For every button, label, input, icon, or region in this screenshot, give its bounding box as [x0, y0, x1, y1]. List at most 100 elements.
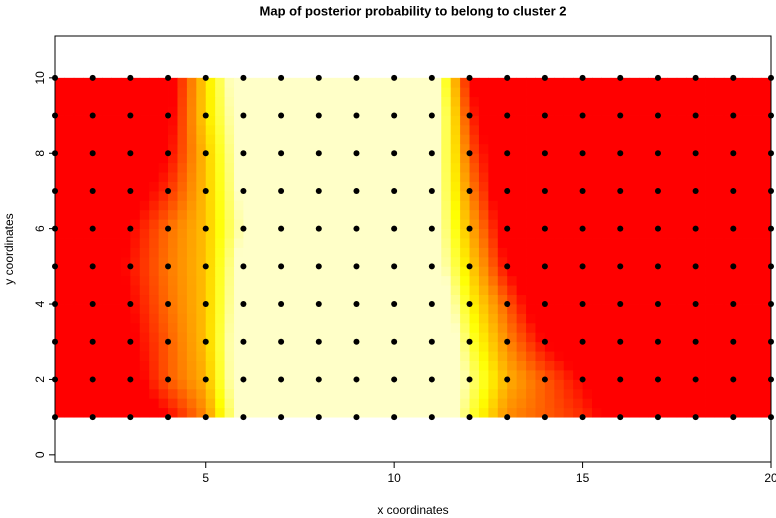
heat-cell: [573, 77, 583, 88]
heat-cell: [705, 181, 715, 192]
heat-cell: [648, 398, 659, 409]
heat-cell: [761, 332, 772, 343]
grid-point: [730, 376, 737, 383]
heat-cell: [441, 370, 452, 380]
heat-cell: [73, 247, 84, 258]
heat-cell: [422, 96, 433, 107]
grid-point: [541, 150, 548, 157]
heat-cell: [686, 379, 697, 390]
heat-cell: [243, 181, 254, 192]
heat-cell: [705, 77, 715, 88]
heat-cell: [686, 96, 697, 107]
heat-cell: [601, 190, 612, 201]
heat-cell: [648, 115, 659, 126]
heat-cell: [648, 172, 659, 182]
heat-cell: [55, 322, 65, 333]
heat-cell: [234, 228, 244, 239]
heat-cell: [168, 143, 178, 154]
heat-cell: [290, 153, 301, 164]
heat-cell: [610, 153, 621, 164]
heat-cell: [375, 162, 386, 173]
heat-cell: [130, 153, 141, 164]
heat-cell: [309, 209, 320, 220]
heat-cell: [441, 181, 452, 192]
heat-cell: [55, 398, 65, 409]
heat-cell: [64, 190, 75, 201]
heat-cell: [73, 304, 84, 314]
heat-cell: [695, 313, 706, 324]
heat-cell: [629, 124, 640, 135]
grid-point: [165, 187, 172, 194]
heat-cell: [441, 341, 452, 352]
heat-cell: [243, 341, 254, 352]
heat-cell: [431, 247, 442, 258]
heat-cell: [667, 106, 678, 116]
heat-cell: [130, 256, 141, 267]
heat-cell: [83, 143, 94, 154]
heat-cell: [394, 275, 404, 286]
heat-cell: [516, 238, 527, 248]
heat-cell: [460, 313, 470, 324]
heat-cell: [563, 275, 574, 286]
heat-cell: [497, 77, 508, 88]
heat-cell: [384, 285, 395, 296]
heat-cell: [705, 247, 715, 258]
heat-cell: [573, 332, 583, 343]
heat-cell: [573, 266, 583, 277]
heat-cell: [365, 219, 376, 230]
grid-point: [127, 414, 134, 421]
heat-cell: [347, 379, 357, 390]
heat-cell: [413, 285, 423, 296]
heat-cell: [158, 322, 169, 333]
heat-cell: [497, 256, 508, 267]
heat-cell: [441, 143, 452, 154]
heat-cell: [384, 247, 395, 258]
heat-cell: [478, 256, 489, 267]
heat-cell: [347, 124, 357, 135]
heat-cell: [262, 77, 273, 88]
heat-cell: [309, 351, 320, 361]
heat-cell: [648, 266, 659, 277]
heat-cell: [262, 256, 273, 267]
heat-cell: [620, 162, 631, 173]
heat-cell: [610, 238, 621, 248]
heat-cell: [563, 304, 574, 314]
heat-cell: [742, 209, 753, 220]
heat-cell: [695, 190, 706, 201]
heat-cell: [73, 238, 84, 248]
heat-cell: [149, 266, 160, 277]
heat-cell: [139, 87, 150, 98]
heat-cell: [205, 219, 216, 230]
heat-cell: [234, 87, 244, 98]
heat-cell: [535, 228, 546, 239]
heat-cell: [629, 275, 640, 286]
heat-cell: [620, 153, 631, 164]
heat-cell: [733, 238, 744, 248]
heat-cell: [733, 322, 744, 333]
heat-cell: [563, 322, 574, 333]
heat-cell: [281, 275, 291, 286]
heat-cell: [714, 200, 725, 211]
heat-cell: [149, 172, 160, 182]
heat-cell: [620, 134, 631, 145]
heat-cell: [271, 322, 282, 333]
heat-cell: [554, 106, 565, 116]
heat-cell: [441, 106, 452, 116]
heat-cell: [205, 304, 216, 314]
heat-cell: [252, 124, 263, 135]
heat-cell: [234, 162, 244, 173]
heat-cell: [460, 341, 470, 352]
heat-cell: [337, 162, 348, 173]
heat-cell: [657, 153, 668, 164]
heat-cell: [742, 341, 753, 352]
heat-cell: [705, 219, 715, 230]
heat-cell: [394, 294, 404, 305]
heat-cell: [64, 172, 75, 182]
heat-cell: [516, 181, 527, 192]
heat-cell: [554, 341, 565, 352]
heat-cell: [92, 266, 103, 277]
heat-cell: [714, 106, 725, 116]
heat-cell: [328, 304, 339, 314]
heat-cell: [328, 285, 339, 296]
heat-cell: [111, 360, 122, 371]
